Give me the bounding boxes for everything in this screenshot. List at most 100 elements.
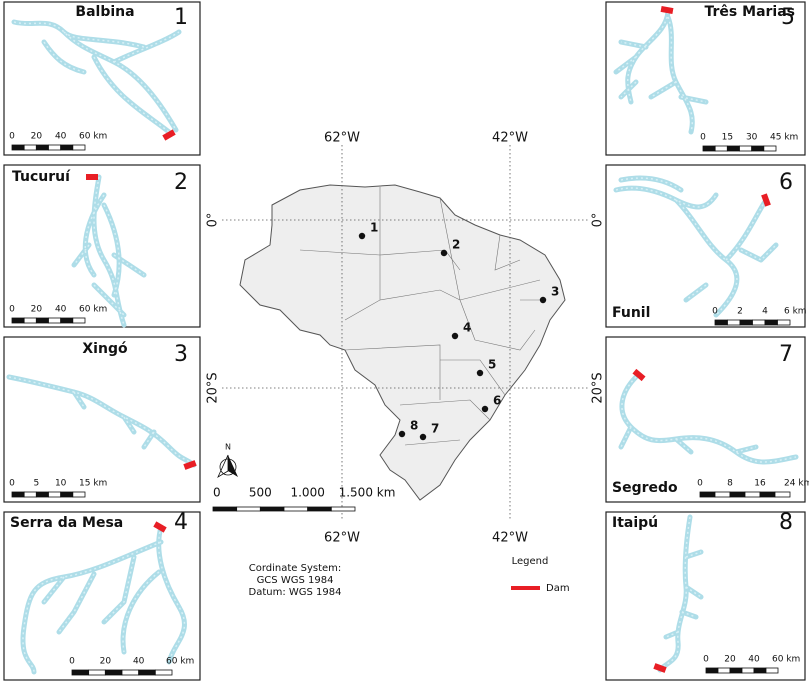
scale-segment: [739, 145, 753, 152]
reservoir: [11, 19, 182, 141]
panel-name: Balbina: [75, 4, 134, 20]
dam: [153, 521, 167, 533]
panel-number: 6: [779, 170, 793, 195]
north-arrow: [228, 455, 238, 477]
scale-segment: [330, 506, 356, 512]
panel-frame: [3, 511, 201, 681]
scale-label: 5: [33, 479, 39, 489]
reservoir-detail: [615, 177, 777, 316]
scale-segment: [60, 317, 74, 324]
longitude-label: 42°W: [492, 531, 528, 546]
scale-label: 40: [133, 657, 145, 667]
scale-segment: [729, 667, 743, 674]
scale-label: 15: [722, 133, 733, 143]
scale-label: 20: [100, 657, 112, 667]
site-label: 2: [452, 238, 460, 252]
panel-number: 8: [779, 510, 793, 535]
site-label: 4: [463, 321, 471, 335]
site-label: 3: [551, 285, 559, 299]
scale-label: 40: [55, 132, 67, 142]
scale-label: 60 km: [166, 657, 194, 667]
scale-label: 20: [31, 305, 43, 315]
scale-segment: [72, 317, 86, 324]
dam: [632, 368, 646, 382]
scale-label: 15 km: [79, 479, 107, 489]
panel-frame: [3, 336, 201, 503]
scale-label: 16: [754, 479, 766, 489]
scale-segment: [705, 667, 719, 674]
scale-segment: [759, 491, 776, 498]
dam: [183, 460, 197, 470]
panel-number: 5: [781, 5, 795, 30]
scale-segment: [60, 491, 74, 498]
scale-segment: [11, 144, 25, 151]
scale-label: 60 km: [79, 132, 107, 142]
scale-label: 0: [9, 132, 15, 142]
panel-frame: [605, 1, 806, 156]
scale-segment: [752, 319, 766, 326]
scale-segment: [212, 506, 238, 512]
scale-label: 0: [9, 305, 15, 315]
longitude-label: 42°W: [492, 131, 528, 146]
longitude-label: 62°W: [324, 131, 360, 146]
panel-name: Serra da Mesa: [10, 515, 123, 531]
site-point: [476, 369, 484, 377]
scale-segment: [717, 667, 731, 674]
latitude-label: 20°S: [206, 372, 221, 403]
scale-segment: [727, 319, 741, 326]
site-point: [398, 430, 406, 438]
scale-label: 0: [9, 479, 15, 489]
scale-segment: [283, 506, 309, 512]
site-label: 1: [370, 221, 378, 235]
scale-segment: [35, 144, 49, 151]
scale-segment: [23, 491, 37, 498]
site-point: [358, 232, 366, 240]
scale-segment: [23, 144, 37, 151]
reservoir: [6, 374, 197, 470]
scale-segment: [35, 491, 49, 498]
site-point: [539, 296, 547, 304]
scale-label: 60 km: [79, 305, 107, 315]
scale-segment: [48, 491, 62, 498]
panel-name: Funil: [612, 305, 650, 321]
scale-segment: [741, 667, 755, 674]
dam: [660, 6, 674, 14]
scale-segment: [23, 317, 37, 324]
scale-segment: [702, 145, 716, 152]
scale-segment: [739, 319, 753, 326]
scale-label: 30: [746, 133, 758, 143]
scale-label: 0: [213, 486, 221, 500]
scale-segment: [236, 506, 261, 512]
reservoir-shape: [657, 514, 704, 673]
north-arrow-ring: [219, 458, 237, 476]
coordinate-text: Datum: WGS 1984: [249, 587, 342, 598]
panel-name: Tucuruí: [12, 169, 71, 185]
scale-segment: [726, 145, 740, 152]
scale-label: 0: [700, 133, 706, 143]
scale-label: 4: [762, 307, 768, 317]
site-label: 5: [488, 358, 496, 372]
site-point: [419, 433, 427, 441]
reservoir: [613, 6, 709, 135]
panel-name: Xingó: [82, 341, 128, 357]
state-border: [344, 344, 441, 400]
scale-label: 40: [55, 305, 67, 315]
site-point: [451, 332, 459, 340]
state-border: [440, 359, 506, 396]
panel-number: 2: [174, 170, 188, 195]
scale-segment: [72, 144, 86, 151]
state-border: [494, 234, 521, 271]
latitude-label: 20°S: [591, 372, 606, 403]
panel-frame: [3, 164, 201, 328]
panel-frame: [605, 336, 806, 503]
reservoir: [618, 368, 799, 465]
panel-frame: [605, 511, 806, 681]
scale-label: 45 km: [770, 133, 798, 143]
site-label: 8: [410, 419, 418, 433]
dam: [86, 174, 98, 180]
scale-label: 0: [69, 657, 75, 667]
scale-segment: [307, 506, 332, 512]
scale-segment: [744, 491, 761, 498]
panel-name: Segredo: [612, 480, 678, 496]
